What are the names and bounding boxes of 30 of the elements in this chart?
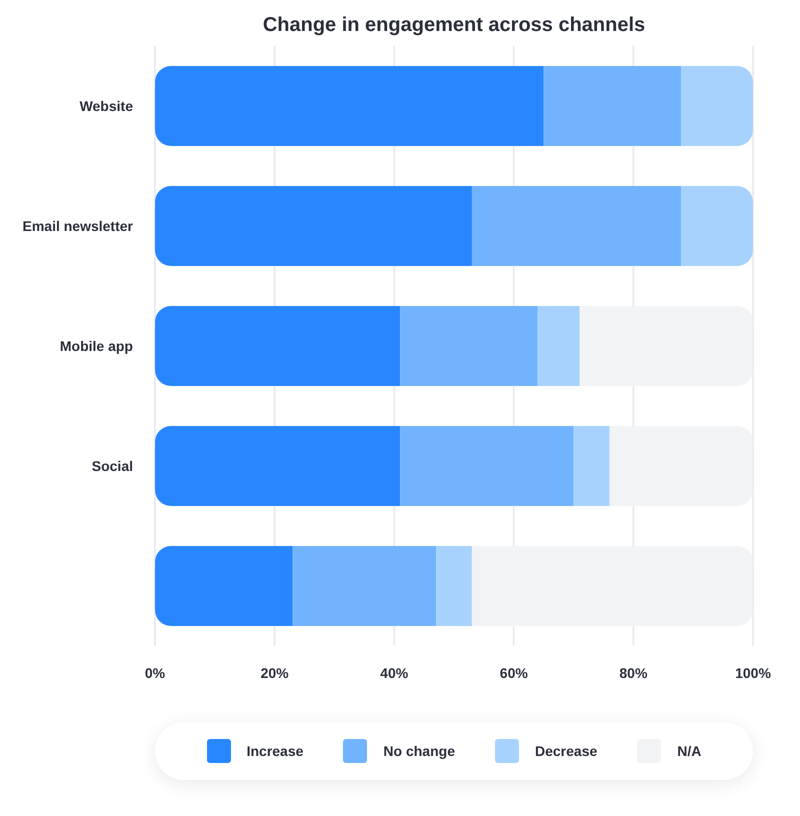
y-tick-label: Website (80, 98, 134, 114)
bar (155, 66, 544, 146)
legend-label: No change (383, 743, 455, 759)
bar (400, 306, 538, 386)
x-tick-label: 80% (619, 664, 648, 681)
legend-label: Increase (246, 743, 304, 759)
bar (155, 186, 472, 266)
bar (681, 66, 753, 146)
y-tick-label: Mobile app (60, 338, 133, 354)
bar (681, 186, 753, 266)
x-tick-label: 100% (735, 664, 772, 681)
bar (155, 426, 400, 506)
bar (472, 186, 682, 266)
bar (400, 426, 574, 506)
legend-label: Decrease (535, 743, 598, 759)
x-tick-label: 0% (144, 664, 166, 681)
chart-title: Change in engagement across channels (262, 13, 646, 38)
bar (292, 546, 436, 626)
legend-label: N/A (677, 743, 702, 759)
x-tick-label: 60% (500, 664, 528, 681)
bar (436, 546, 472, 626)
bar (155, 306, 400, 386)
y-tick-label: Email newsletter (22, 218, 134, 234)
bar (538, 306, 580, 386)
y-tick-label: Social (92, 458, 133, 474)
bar (544, 66, 682, 146)
bar (155, 546, 293, 626)
bar (574, 426, 610, 506)
x-tick-label: 20% (260, 664, 290, 681)
x-tick-label: 40% (380, 664, 409, 681)
